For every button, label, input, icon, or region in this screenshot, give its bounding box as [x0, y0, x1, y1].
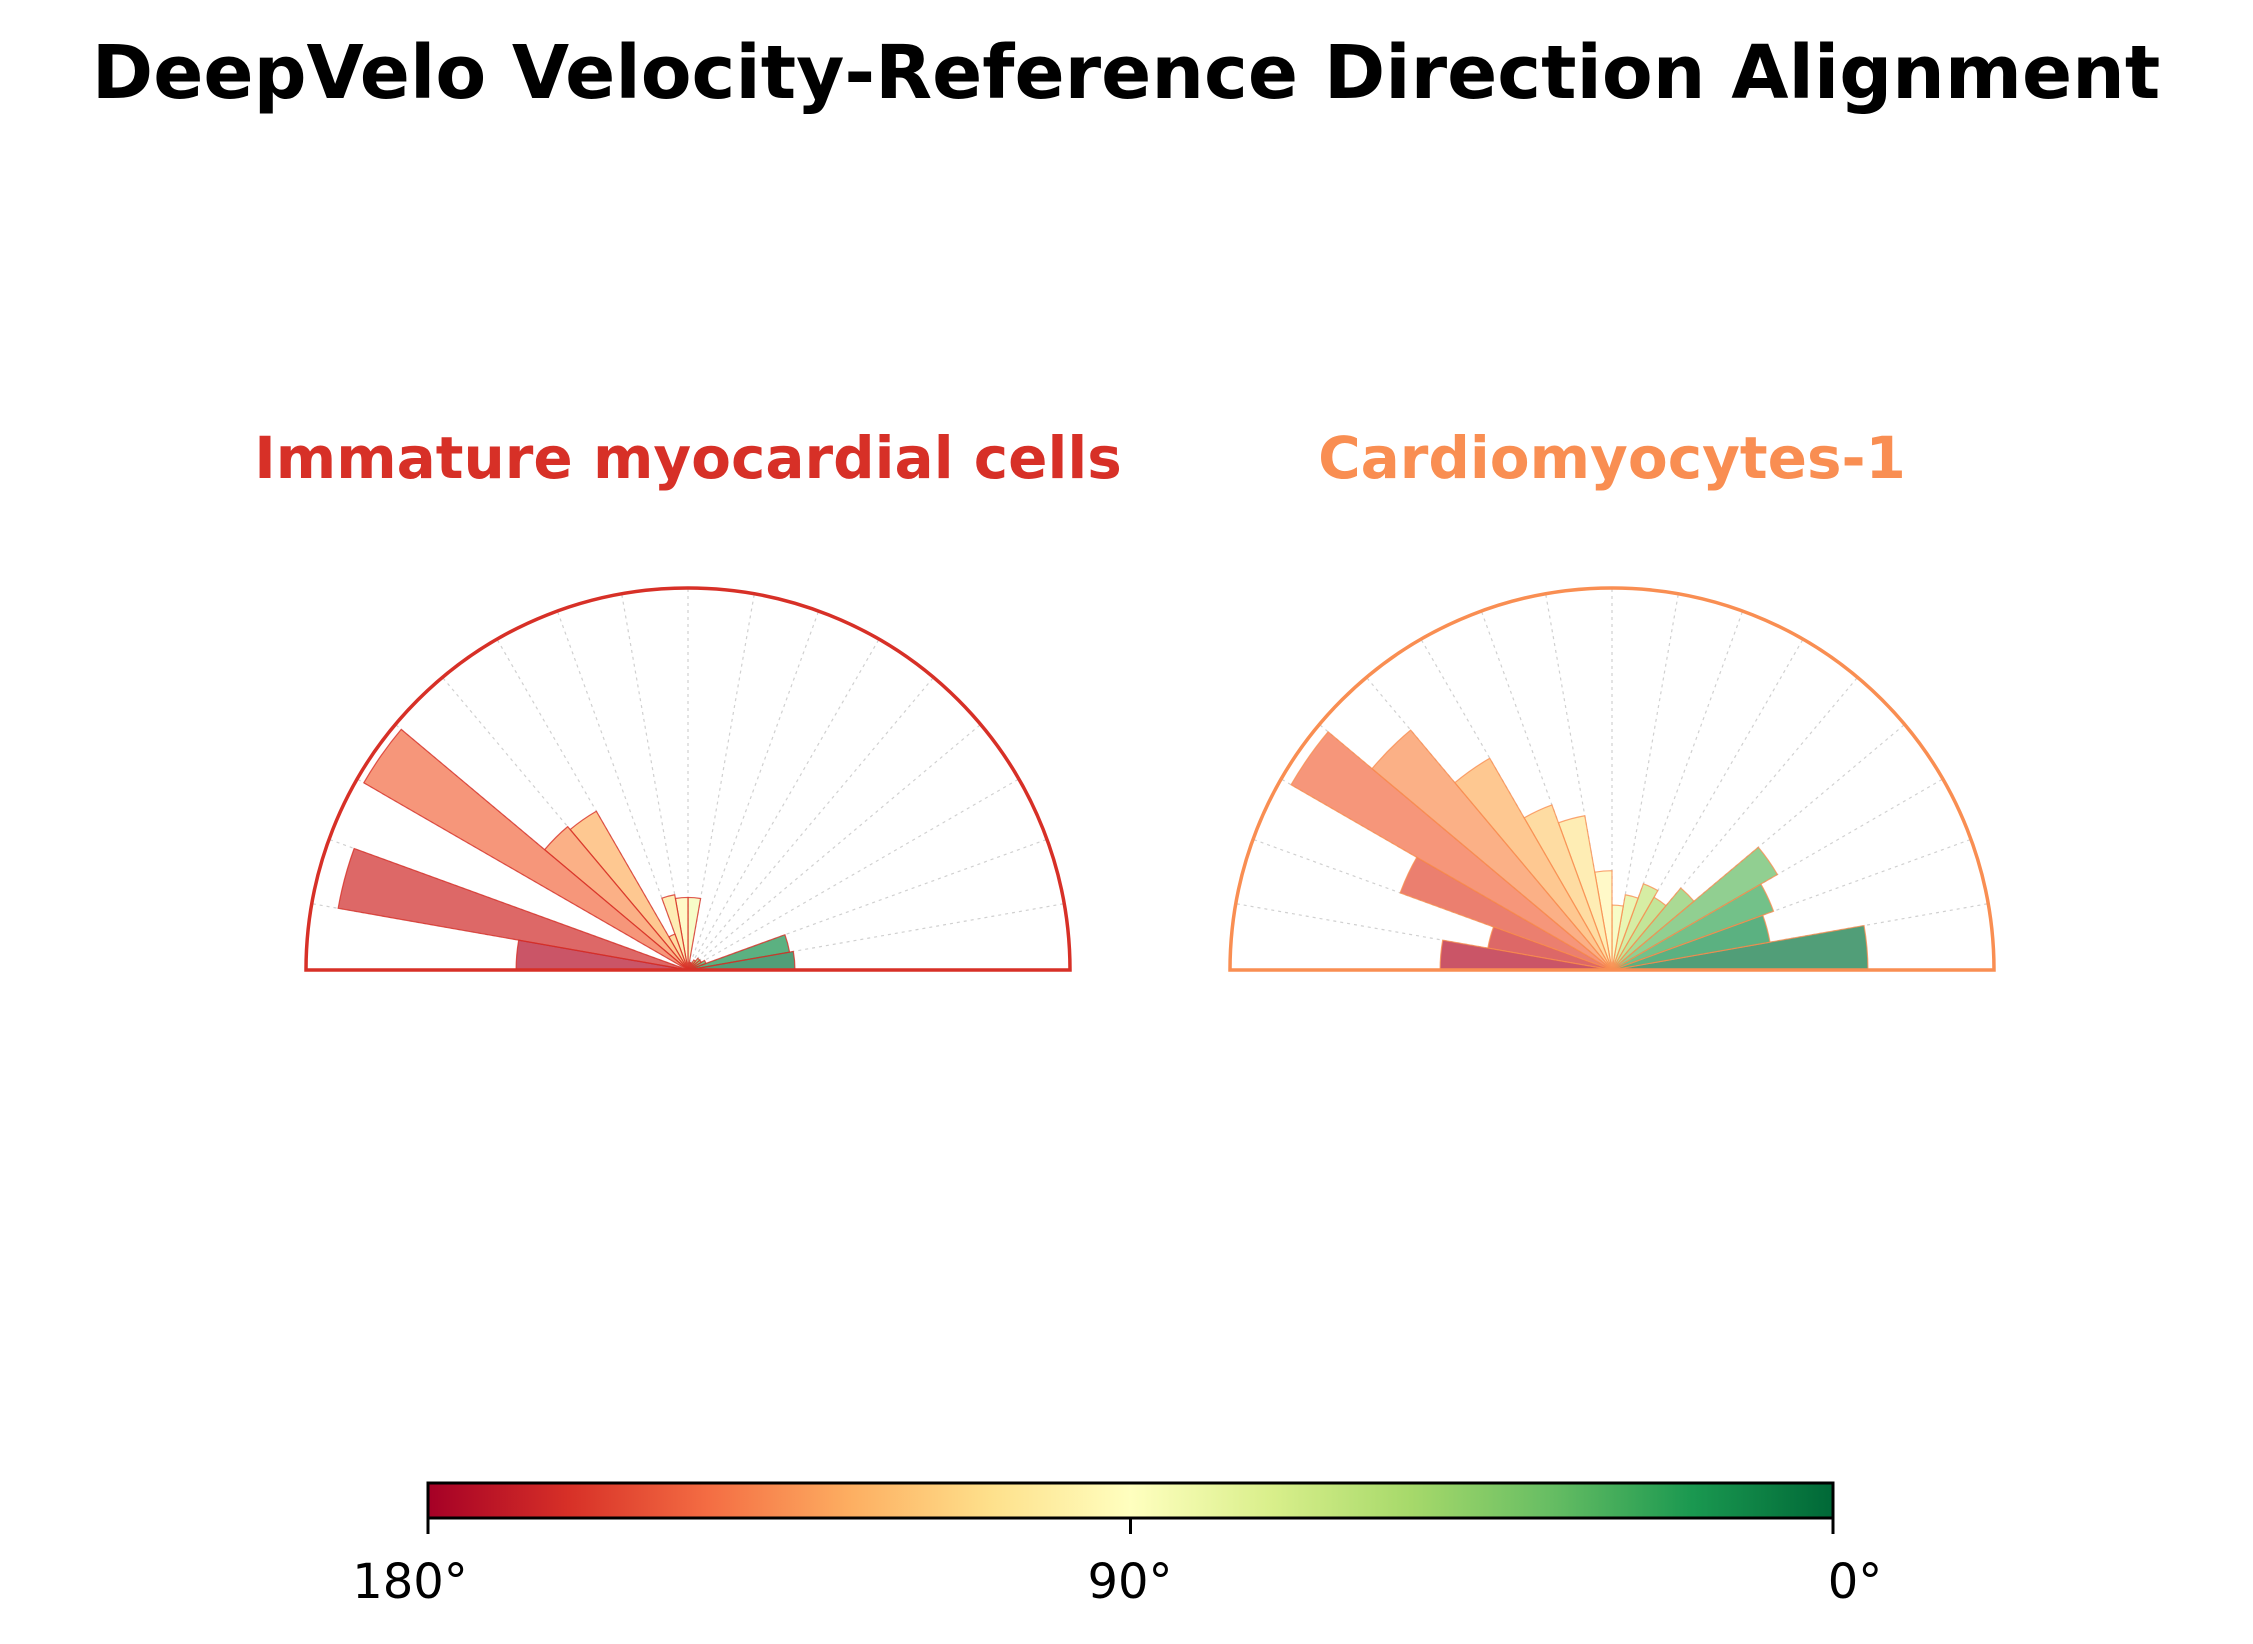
grid-line [687, 638, 880, 971]
polar-frame [304, 586, 1072, 972]
histogram-bar [1399, 856, 1613, 971]
colorbar-tick-label: 0° [1828, 1554, 1883, 1610]
histogram-bars [337, 728, 796, 971]
grid-line [687, 778, 1020, 971]
grid-line [687, 610, 820, 971]
panel-cardiomyocytes-1: Cardiomyocytes-1 [1228, 424, 1996, 972]
polar-frame [1228, 586, 1996, 972]
histogram-bar [337, 847, 689, 971]
colorbar: 180° 90° 0° [352, 1481, 1883, 1610]
grid-line [687, 724, 982, 971]
figure-title: DeepVelo Velocity-Reference Direction Al… [92, 30, 2160, 116]
colorbar-gradient [426, 1481, 1835, 1520]
histogram-bar [1611, 846, 1779, 971]
histogram-bar [1611, 883, 1659, 971]
histogram-bar [687, 933, 791, 971]
panel-title: Immature myocardial cells [254, 424, 1122, 492]
histogram-bars [1290, 729, 1869, 971]
histogram-bar [1611, 894, 1639, 971]
colorbar-tick-label: 180° [352, 1554, 468, 1610]
histogram-bar [1290, 730, 1613, 971]
histogram-bar [362, 728, 689, 971]
panel-immature-myocardial-cells: Immature myocardial cells [254, 424, 1122, 972]
grid-line [687, 676, 934, 971]
colorbar-tick-label: 90° [1087, 1554, 1172, 1610]
panel-title: Cardiomyocytes-1 [1318, 424, 1906, 492]
histogram-bar [1611, 887, 1695, 971]
